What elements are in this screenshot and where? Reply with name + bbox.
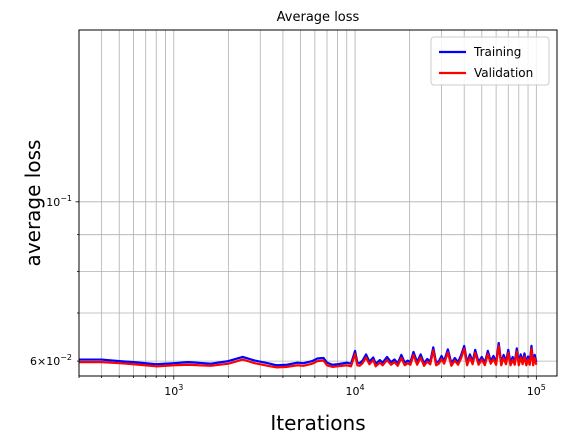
- plot-frame: [78, 29, 558, 377]
- ticks-layer: 103 104 105 10−1 6×10−2: [30, 194, 546, 398]
- major-gridlines: [79, 30, 557, 376]
- y-tick-label: 10−1: [46, 194, 72, 209]
- x-axis-title: Iterations: [270, 411, 365, 435]
- chart-title: Average loss: [277, 10, 360, 25]
- minor-gridlines: [78, 30, 557, 376]
- plot-area: [79, 30, 557, 376]
- x-tick-label: 104: [346, 383, 365, 398]
- legend-label-validation: Validation: [474, 66, 533, 80]
- y-axis-title: average loss: [21, 140, 45, 267]
- legend: Training Validation: [430, 36, 550, 86]
- series-line-validation: [79, 344, 538, 369]
- series-layer: [79, 341, 538, 369]
- x-tick-label: 105: [527, 383, 546, 398]
- y-tick-label: 6×10−2: [30, 353, 72, 368]
- legend-label-training: Training: [473, 45, 521, 59]
- x-tick-label: 103: [164, 383, 183, 398]
